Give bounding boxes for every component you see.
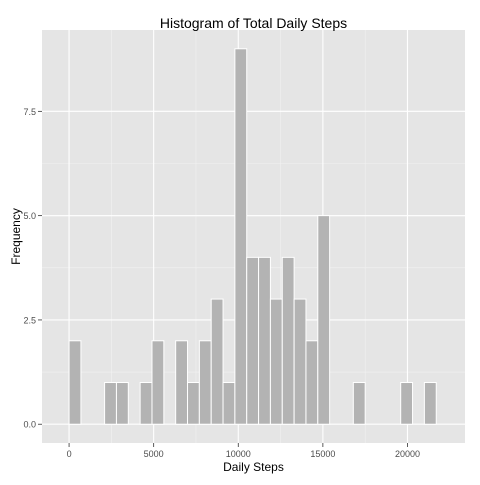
histogram-bar <box>115 382 129 425</box>
histogram-bar <box>293 298 307 425</box>
y-tick-label: 0.0 <box>23 420 36 430</box>
y-axis-ticks: 0.0 2.5 5.0 7.5 <box>23 107 42 430</box>
histogram-bar <box>246 256 260 425</box>
histogram-bar <box>352 382 366 425</box>
x-axis-label: Daily Steps <box>223 460 284 474</box>
histogram-bar <box>210 298 224 425</box>
x-tick-label: 20000 <box>395 449 420 459</box>
y-tick-label: 7.5 <box>23 107 36 117</box>
histogram-bar <box>139 382 153 425</box>
histogram-bar <box>234 48 248 425</box>
y-tick-label: 5.0 <box>23 211 36 221</box>
x-tick-label: 0 <box>67 449 72 459</box>
histogram-bar <box>187 382 200 425</box>
y-axis-label: Frequency <box>9 208 23 265</box>
histogram-bars <box>68 48 437 425</box>
histogram-bar <box>104 382 117 425</box>
histogram-bar <box>305 340 319 425</box>
histogram-bar <box>198 340 212 425</box>
chart-title: Histogram of Total Daily Steps <box>160 15 347 31</box>
histogram-bar <box>269 298 283 425</box>
histogram-bar <box>151 340 165 425</box>
histogram-bar <box>68 340 82 425</box>
histogram-bar <box>317 215 331 425</box>
histogram-bar <box>400 382 414 425</box>
histogram-bar <box>258 256 271 425</box>
histogram-bar <box>175 340 189 425</box>
x-axis-ticks: 0 5000 10000 15000 20000 <box>67 443 420 459</box>
x-tick-label: 10000 <box>226 449 251 459</box>
histogram-bar <box>222 382 236 425</box>
x-tick-label: 15000 <box>310 449 335 459</box>
histogram-bar <box>423 382 437 425</box>
y-tick-label: 2.5 <box>23 315 36 325</box>
histogram-bar <box>281 256 295 425</box>
x-tick-label: 5000 <box>144 449 164 459</box>
